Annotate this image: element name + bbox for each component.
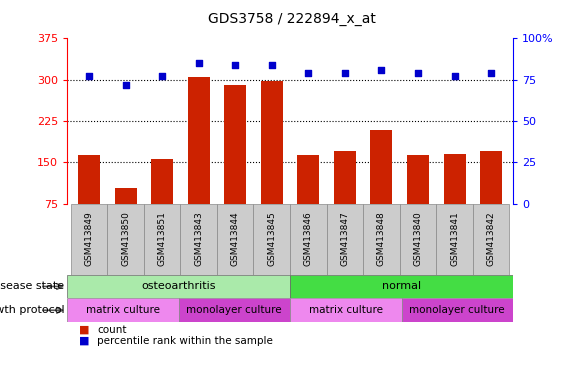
- Text: count: count: [97, 325, 127, 335]
- Bar: [436, 204, 473, 275]
- Point: [121, 81, 130, 88]
- Bar: [363, 204, 400, 275]
- Text: percentile rank within the sample: percentile rank within the sample: [97, 336, 273, 346]
- Bar: [290, 298, 402, 322]
- Bar: [400, 204, 436, 275]
- Bar: [444, 154, 465, 204]
- Bar: [290, 204, 326, 275]
- Bar: [480, 151, 502, 204]
- Text: GSM413842: GSM413842: [487, 212, 496, 266]
- Bar: [254, 204, 290, 275]
- Bar: [188, 77, 210, 204]
- Bar: [217, 204, 254, 275]
- Bar: [261, 81, 283, 204]
- Text: ■: ■: [79, 325, 89, 335]
- Bar: [407, 155, 429, 204]
- Text: GSM413841: GSM413841: [450, 212, 459, 266]
- Text: GSM413843: GSM413843: [194, 212, 203, 266]
- Bar: [71, 204, 107, 275]
- Bar: [67, 275, 290, 298]
- Bar: [290, 275, 513, 298]
- Text: GSM413844: GSM413844: [231, 212, 240, 266]
- Point: [194, 60, 203, 66]
- Bar: [473, 204, 510, 275]
- Bar: [402, 298, 513, 322]
- Text: monolayer culture: monolayer culture: [409, 305, 505, 315]
- Bar: [224, 85, 246, 204]
- Text: GSM413851: GSM413851: [157, 212, 167, 266]
- Point: [85, 73, 94, 79]
- Text: GSM413848: GSM413848: [377, 212, 386, 266]
- Text: matrix culture: matrix culture: [86, 305, 160, 315]
- Bar: [178, 298, 290, 322]
- Point: [267, 62, 276, 68]
- Point: [304, 70, 313, 76]
- Text: monolayer culture: monolayer culture: [187, 305, 282, 315]
- Text: GSM413846: GSM413846: [304, 212, 313, 266]
- Text: matrix culture: matrix culture: [309, 305, 383, 315]
- Bar: [180, 204, 217, 275]
- Text: normal: normal: [382, 281, 421, 291]
- Bar: [144, 204, 180, 275]
- Text: GSM413840: GSM413840: [413, 212, 423, 266]
- Text: GSM413847: GSM413847: [340, 212, 349, 266]
- Text: GDS3758 / 222894_x_at: GDS3758 / 222894_x_at: [208, 12, 375, 25]
- Bar: [78, 155, 100, 204]
- Text: disease state: disease state: [0, 281, 64, 291]
- Text: GSM413849: GSM413849: [85, 212, 93, 266]
- Bar: [297, 155, 319, 204]
- Point: [486, 70, 496, 76]
- Point: [230, 62, 240, 68]
- Bar: [67, 298, 178, 322]
- Text: GSM413850: GSM413850: [121, 212, 130, 266]
- Point: [157, 73, 167, 79]
- Point: [377, 67, 386, 73]
- Bar: [326, 204, 363, 275]
- Bar: [151, 159, 173, 204]
- Text: osteoarthritis: osteoarthritis: [141, 281, 216, 291]
- Bar: [115, 188, 136, 204]
- Bar: [334, 151, 356, 204]
- Text: ■: ■: [79, 336, 89, 346]
- Text: GSM413845: GSM413845: [267, 212, 276, 266]
- Point: [413, 70, 423, 76]
- Bar: [107, 204, 144, 275]
- Point: [450, 73, 459, 79]
- Bar: [370, 130, 392, 204]
- Text: growth protocol: growth protocol: [0, 305, 64, 315]
- Point: [340, 70, 350, 76]
